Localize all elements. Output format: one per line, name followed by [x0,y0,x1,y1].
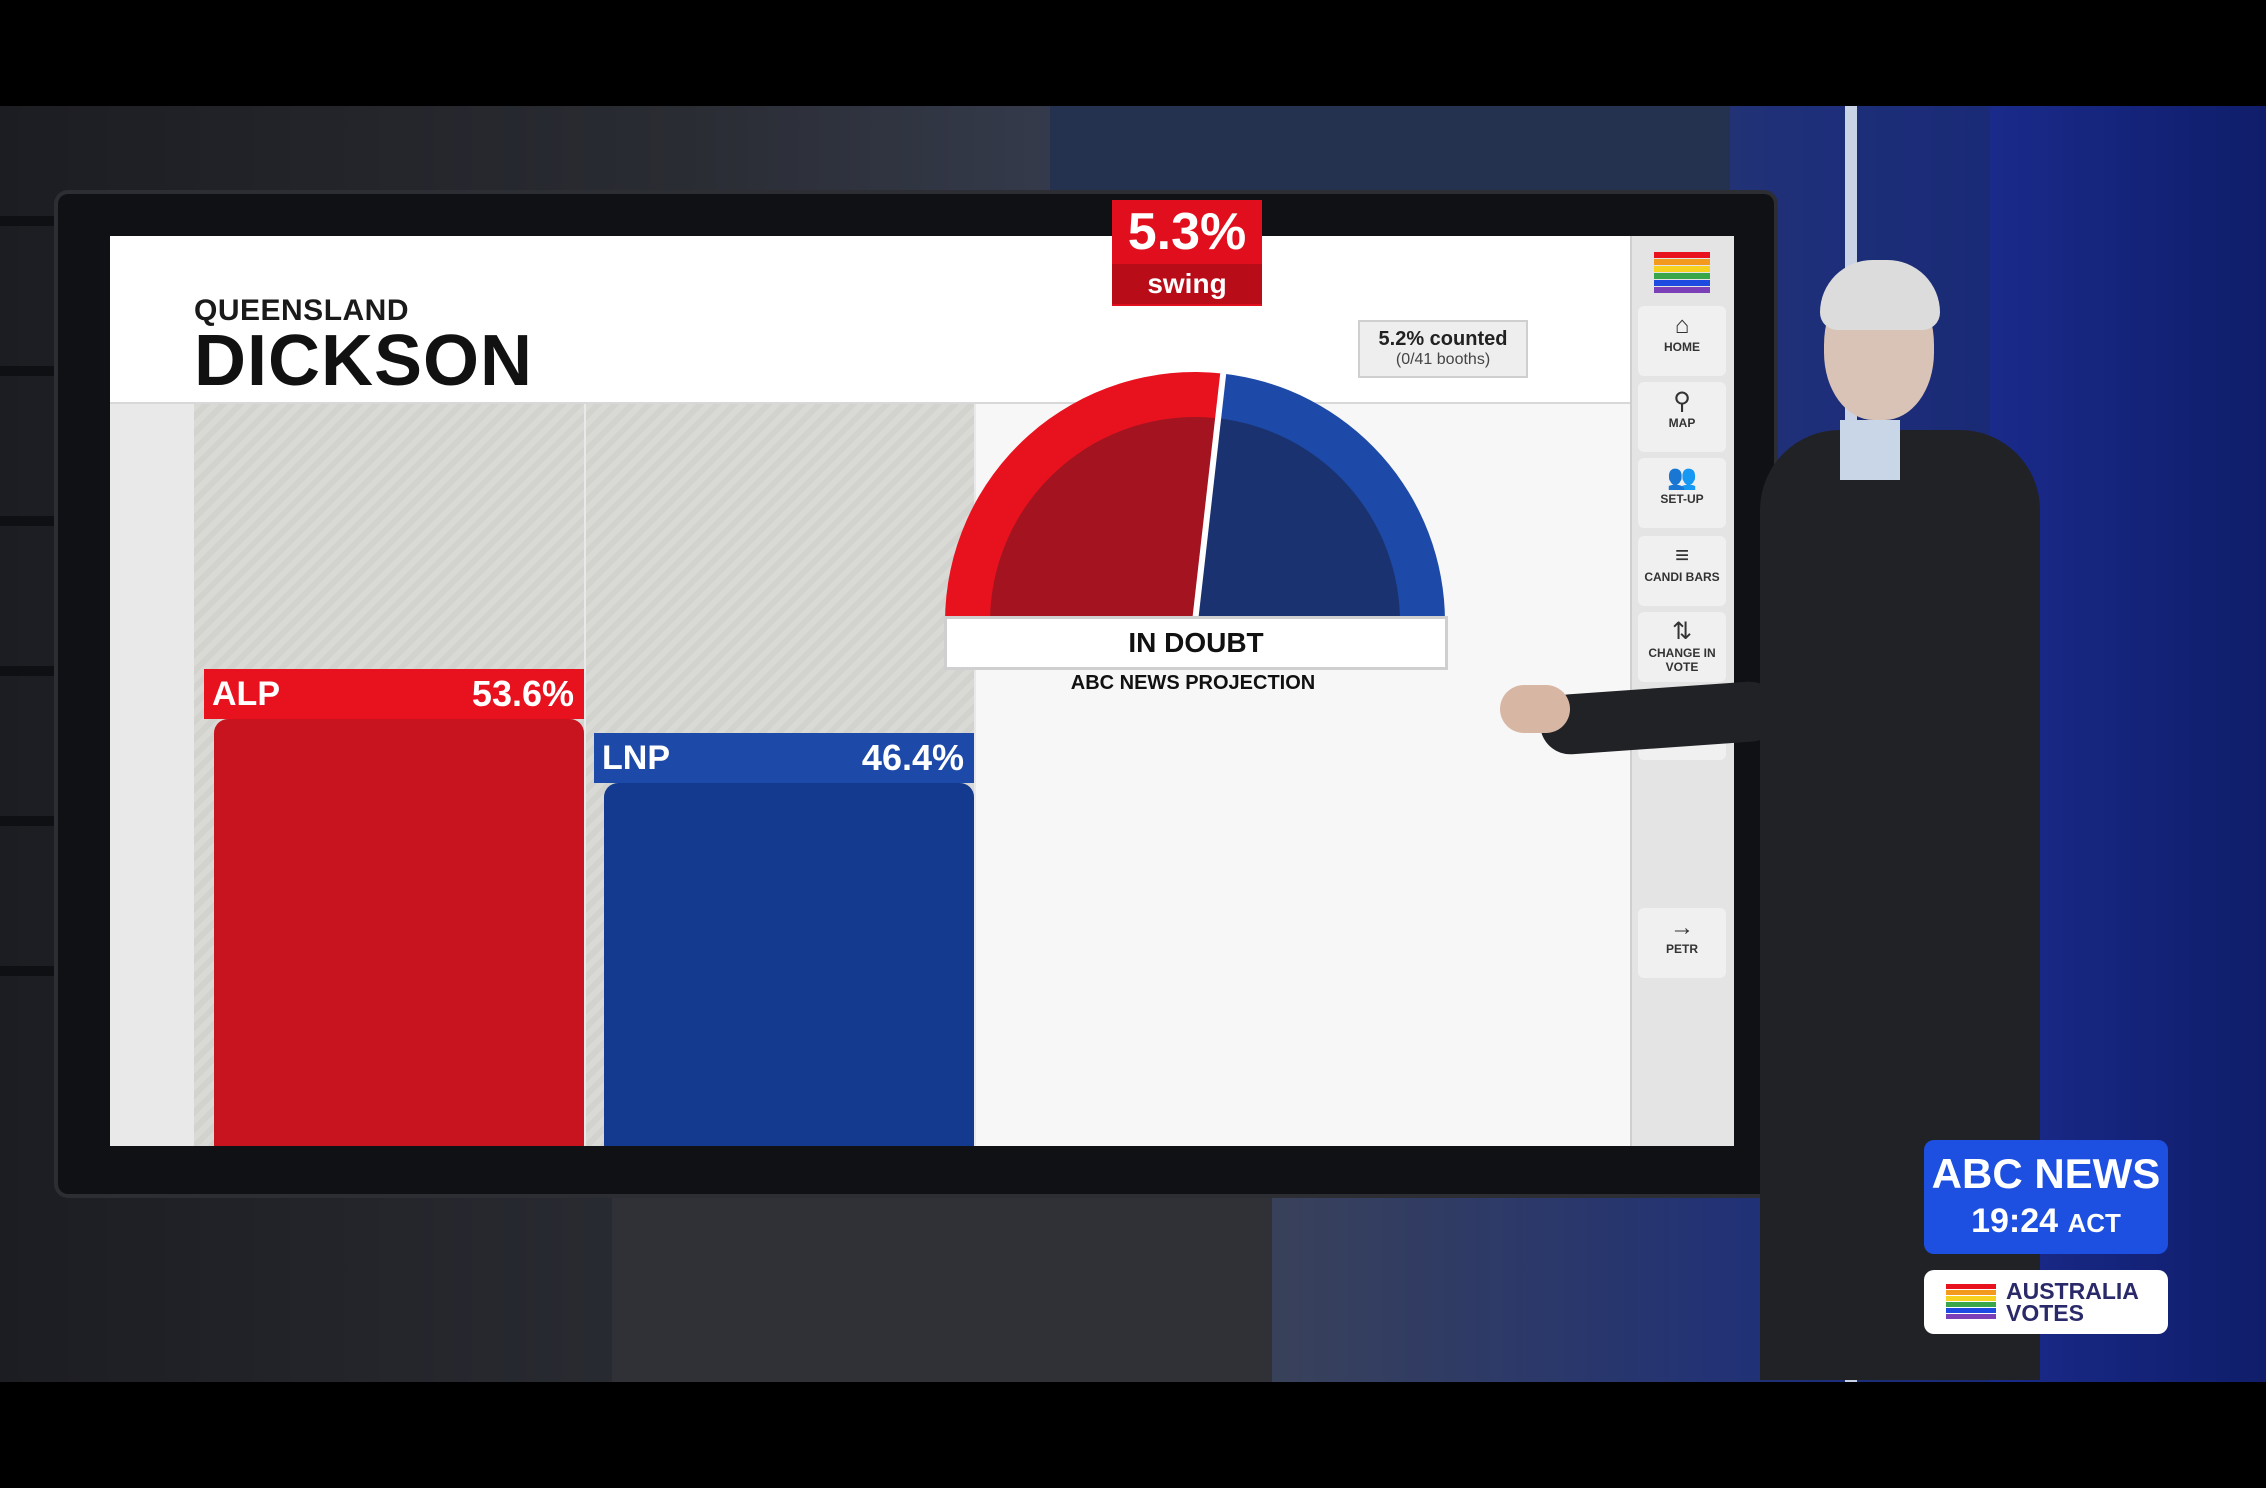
sidebar-item-label: HOME [1664,340,1700,354]
next-seat-button[interactable]: → PETR [1638,908,1726,978]
sidebar-item-label: SET-UP [1660,492,1704,506]
gauge-divider [1192,369,1227,623]
bars-icon: ≡ [1674,542,1689,569]
presenter-collar [1840,420,1900,480]
rainbow-stripe [1946,1290,1996,1295]
bar-header: LNP 46.4% [594,733,974,783]
clock-time: 19:24 [1971,1202,2059,1240]
studio-stripe [0,516,80,526]
sidebar-item-candi-bars[interactable]: ≡ CANDI BARS [1638,536,1726,606]
studio-stripe [0,666,80,676]
rainbow-stripe [1946,1314,1996,1319]
rainbow-stripe [1654,259,1710,265]
projection-source: ABC NEWS PROJECTION [1070,672,1316,694]
rainbow-stripe [1654,273,1710,279]
rainbow-stripe [1946,1308,1996,1313]
rainbow-stripe [1946,1302,1996,1307]
arrow-right-icon: → [1670,914,1694,941]
party-label: LNP [602,739,670,777]
studio-stripe [0,216,80,226]
party-percent: 46.4% [861,737,964,778]
rainbow-stripe [1654,280,1710,286]
studio-stripe [0,966,80,976]
rainbow-stripe [1654,266,1710,272]
sidebar-item-label: MAP [1668,416,1696,430]
state-name: QUEENSLAND [194,294,410,327]
swing-badge: 5.3% swing [1112,200,1262,306]
sidebar-item-change-in-vote[interactable]: ⇅ CHANGE IN VOTE [1638,612,1726,682]
sidebar-item-set-up[interactable]: 👥 SET-UP [1638,458,1726,528]
next-seat-label: PETR [1665,942,1698,956]
swing-value: 5.3% [1127,203,1247,261]
network-logo: ABC NEWS [1931,1150,2161,1197]
change-icon: ⇅ [1671,618,1693,645]
touchscreen-display: QUEENSLAND DICKSON 5.2% counted (0/41 bo… [110,236,1734,1146]
gauge-lnp-inner [1195,418,1400,622]
clock-zone: ACT [2067,1208,2121,1238]
rainbow-stripe [1654,287,1710,293]
studio-stripe [0,816,80,826]
party-percent: 53.6% [471,673,574,714]
sidebar-item-home[interactable]: ⌂ HOME [1638,306,1726,376]
seat-name: DICKSON [194,321,534,401]
swing-label: swing [1112,264,1262,304]
party-label: ALP [212,675,280,713]
sidebar-item-label: CANDI BARS [1644,570,1720,584]
rainbow-stripe [1946,1296,1996,1301]
presenter-hair [1820,260,1940,330]
counted-percent: 5.2% counted [1378,328,1508,350]
rainbow-stripe [1654,252,1710,258]
sidebar-item-label: CHANGE IN VOTE [1648,646,1716,674]
projection-status: IN DOUBT [944,616,1448,670]
bar-header: ALP 53.6% [204,669,584,719]
studio-stripe [0,366,80,376]
seat-header: QUEENSLAND DICKSON 5.2% counted (0/41 bo… [110,236,1630,404]
counted-badge: 5.2% counted (0/41 booths) [1358,320,1528,378]
bar-alp[interactable]: ALP 53.6% [204,669,584,1146]
bar-fill [214,719,584,1146]
network-bug: ABC NEWS 19:24 ACT [1924,1140,2168,1254]
home-icon: ⌂ [1674,312,1690,339]
two-party-bars: ALP 53.6% LNP 46.4% [110,404,976,1146]
people-icon: 👥 [1667,464,1697,491]
presenter-hand [1500,685,1570,733]
projection-gauge [940,354,1450,654]
broadcast-clock: 19:24 ACT [1924,1200,2168,1244]
bar-lnp[interactable]: LNP 46.4% [594,733,974,1146]
screen-stand [612,1190,1272,1382]
australia-votes-logo-icon [1654,252,1710,293]
programme-bug: AUSTRALIA VOTES [1924,1270,2168,1334]
gauge-alp-inner [990,417,1219,622]
sidebar-item-map[interactable]: ⚲ MAP [1638,382,1726,452]
bar-fill [604,783,974,1146]
australia-votes-icon [1946,1284,1996,1320]
rainbow-stripe [1946,1284,1996,1289]
map-pin-icon: ⚲ [1673,388,1691,415]
programme-title: AUSTRALIA VOTES [2006,1278,2139,1326]
counted-booths: (0/41 booths) [1395,351,1491,368]
